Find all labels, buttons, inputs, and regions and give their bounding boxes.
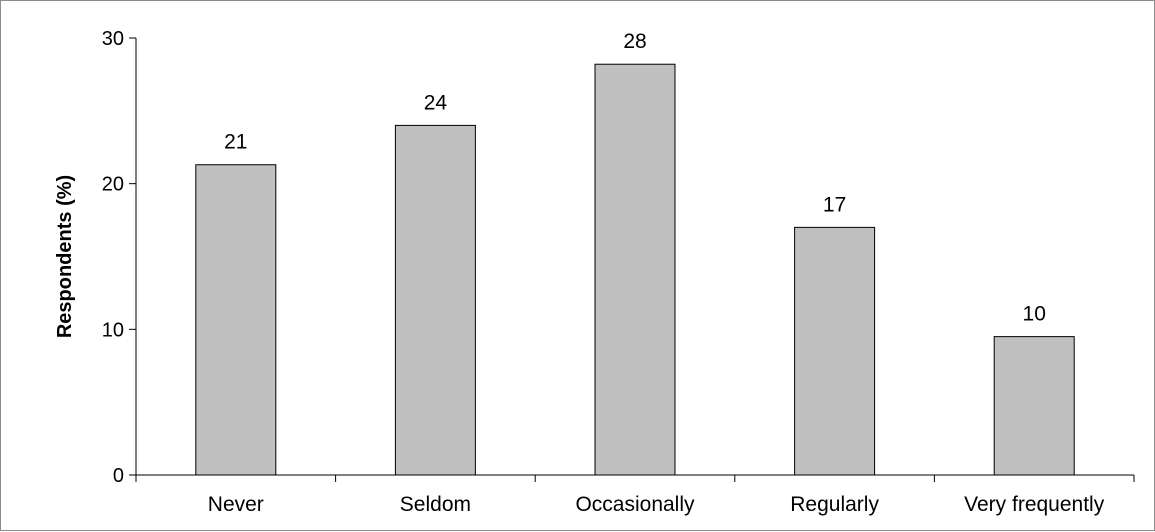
y-axis-title: Respondents (%) <box>54 175 76 338</box>
bar-seldom <box>394 124 476 476</box>
data-label: 21 <box>224 131 247 154</box>
x-tick-label: Seldom <box>400 493 471 516</box>
axes-group <box>135 38 1134 476</box>
data-label: 10 <box>1023 303 1046 326</box>
data-label: 17 <box>823 193 846 216</box>
bar-never <box>195 164 277 476</box>
y-tick-label: 0 <box>113 465 124 487</box>
data-labels-group: 21 24 28 17 10 <box>224 30 1046 325</box>
y-ticks-group: 0 10 20 30 <box>102 28 136 487</box>
bar-occasionally <box>594 63 676 476</box>
y-tick-label: 10 <box>102 319 124 341</box>
x-ticks-group: Never Seldom Occasionally Regularly Very fre… <box>135 475 1135 516</box>
bars-group <box>195 63 1075 476</box>
x-tick-label: Regularly <box>790 493 879 516</box>
bar-regularly <box>794 226 876 476</box>
data-label: 28 <box>623 30 646 53</box>
data-label: 24 <box>424 91 448 114</box>
y-tick-label: 20 <box>102 174 124 196</box>
y-tick-label: 30 <box>102 28 124 50</box>
bar-very-frequently <box>993 336 1075 476</box>
x-tick-label: Occasionally <box>575 493 695 516</box>
x-tick-label: Never <box>208 493 264 516</box>
x-tick-label: Very frequently <box>964 493 1105 516</box>
